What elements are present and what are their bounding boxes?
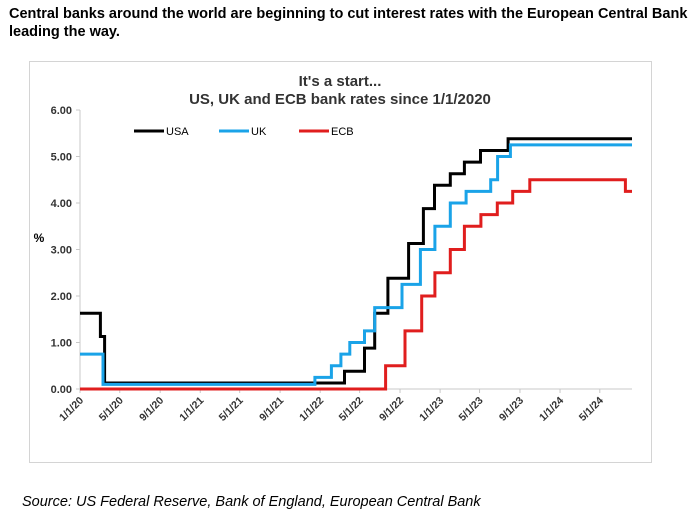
x-tick-label: 1/1/20: [57, 395, 86, 424]
source-note: Source: US Federal Reserve, Bank of Engl…: [22, 494, 481, 510]
x-tick-label: 9/1/21: [257, 395, 286, 424]
x-tick-label: 1/1/21: [177, 395, 206, 424]
legend-label-uk: UK: [251, 126, 267, 138]
x-tick-label: 5/1/20: [97, 395, 126, 424]
y-tick-label: 4.00: [51, 198, 72, 210]
x-tick-label: 5/1/24: [577, 395, 606, 424]
y-tick-label: 2.00: [51, 291, 72, 303]
y-axis-label: %: [34, 231, 45, 245]
y-tick-label: 0.00: [51, 384, 72, 396]
legend-label-usa: USA: [166, 126, 189, 138]
x-tick-label: 1/1/24: [537, 395, 566, 424]
series-line-ecb: [80, 178, 632, 391]
y-tick-label: 1.00: [51, 338, 72, 350]
y-tick-label: 6.00: [51, 105, 72, 117]
headline: Central banks around the world are begin…: [9, 6, 688, 40]
chart-subtitle: US, UK and ECB bank rates since 1/1/2020: [189, 91, 491, 108]
y-tick-label: 3.00: [51, 245, 72, 257]
x-tick-label: 9/1/22: [377, 395, 406, 424]
chart-frame: [29, 61, 652, 463]
x-tick-label: 5/1/23: [457, 395, 486, 424]
x-tick-label: 1/1/22: [297, 395, 326, 424]
x-tick-label: 9/1/20: [137, 395, 166, 424]
y-tick-label: 5.00: [51, 152, 72, 164]
series-line-uk: [80, 143, 632, 386]
x-tick-label: 5/1/21: [217, 395, 246, 424]
legend-label-ecb: ECB: [331, 126, 354, 138]
x-tick-label: 1/1/23: [417, 395, 446, 424]
series-line-usa: [80, 137, 632, 385]
x-tick-label: 9/1/23: [497, 395, 526, 424]
chart-title: It's a start...: [299, 73, 382, 90]
x-tick-label: 5/1/22: [337, 395, 366, 424]
